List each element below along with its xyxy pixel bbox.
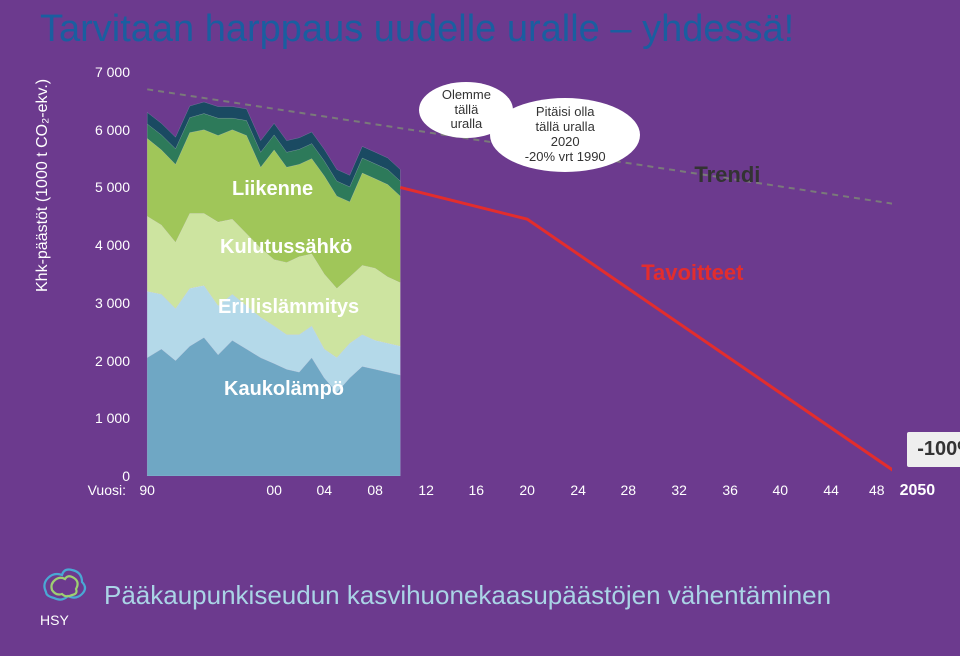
x-axis-year-2050: 2050 bbox=[900, 482, 936, 500]
callout-target-2020: Pitäisi ollatällä uralla2020-20% vrt 199… bbox=[490, 98, 640, 172]
chart-plot: Liikenne Kulutussähkö Erillislämmitys Ka… bbox=[132, 72, 892, 476]
x-axis-label-lead: Vuosi: bbox=[88, 482, 126, 498]
y-tick: 3 000 bbox=[95, 295, 130, 311]
y-tick: 7 000 bbox=[95, 64, 130, 80]
hsy-logo-text: HSY bbox=[40, 612, 88, 628]
y-tick: 6 000 bbox=[95, 122, 130, 138]
series-label-kaukolampo: Kaukolämpö bbox=[224, 378, 344, 401]
footer-subtitle: Pääkaupunkiseudun kasvihuonekaasupäästöj… bbox=[104, 580, 831, 611]
x-tick: 16 bbox=[468, 482, 484, 498]
x-tick: 04 bbox=[316, 482, 332, 498]
series-label-erillislammitys: Erillislämmitys bbox=[218, 296, 359, 319]
y-tick: 5 000 bbox=[95, 179, 130, 195]
x-tick: 40 bbox=[772, 482, 788, 498]
y-axis-ticks: 01 0002 0003 0004 0005 0006 0007 000 bbox=[86, 72, 132, 476]
y-tick: 2 000 bbox=[95, 353, 130, 369]
y-axis-label: Khk-päästöt (1000 t CO₂-ekv.) bbox=[34, 79, 52, 292]
x-tick: 36 bbox=[722, 482, 738, 498]
x-tick: 90 bbox=[139, 482, 155, 498]
x-tick: 08 bbox=[367, 482, 383, 498]
series-label-kulutussahko: Kulutussähkö bbox=[220, 236, 352, 259]
callout-final-reduction: -100% bbox=[907, 432, 960, 467]
x-tick: 48 bbox=[869, 482, 885, 498]
chart-container: Khk-päästöt (1000 t CO₂-ekv.) 01 0002 00… bbox=[40, 72, 920, 512]
slide-footer: HSY Pääkaupunkiseudun kasvihuonekaasupää… bbox=[40, 562, 831, 628]
slide-title: Tarvitaan harppaus uudelle uralle – yhde… bbox=[40, 8, 794, 51]
hsy-logo-icon bbox=[40, 562, 88, 610]
trend-label: Trendi bbox=[694, 162, 760, 188]
goal-line bbox=[400, 187, 892, 474]
slide-root: Tarvitaan harppaus uudelle uralle – yhde… bbox=[0, 0, 960, 656]
x-tick: 12 bbox=[418, 482, 434, 498]
x-tick: 24 bbox=[570, 482, 586, 498]
x-tick: 32 bbox=[671, 482, 687, 498]
x-tick: 44 bbox=[823, 482, 839, 498]
y-tick: 1 000 bbox=[95, 410, 130, 426]
series-label-liikenne: Liikenne bbox=[232, 178, 313, 201]
x-tick: 28 bbox=[620, 482, 636, 498]
x-tick: 00 bbox=[266, 482, 282, 498]
y-tick: 4 000 bbox=[95, 237, 130, 253]
hsy-logo: HSY bbox=[40, 562, 88, 628]
x-tick: 20 bbox=[519, 482, 535, 498]
goal-label: Tavoitteet bbox=[641, 260, 743, 286]
